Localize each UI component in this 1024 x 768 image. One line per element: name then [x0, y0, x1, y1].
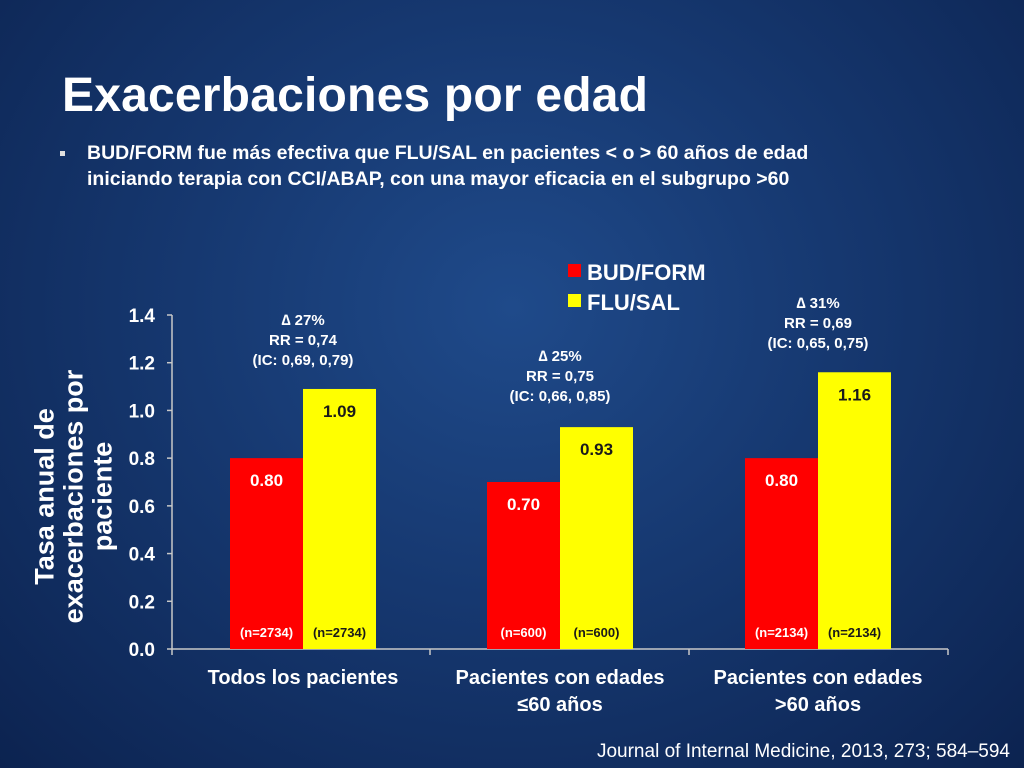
legend-label: FLU/SAL	[587, 290, 680, 315]
x-category-label: Pacientes con edades	[456, 667, 665, 689]
y-tick-label: 0.8	[129, 449, 155, 470]
legend-swatch	[568, 264, 581, 277]
annotation-text: RR = 0,74	[269, 332, 338, 349]
y-tick-label: 1.0	[129, 401, 155, 422]
citation: Journal of Internal Medicine, 2013, 273;…	[596, 741, 1010, 762]
annotation-text: (IC: 0,69, 0,79)	[253, 352, 354, 369]
bar-bud-form	[745, 458, 818, 649]
annotation-text: ∆ 31%	[796, 295, 839, 312]
n-label: (n=2134)	[828, 625, 881, 640]
bar-flu-sal	[303, 388, 376, 649]
data-label: 1.09	[323, 402, 356, 421]
bullet-text: BUD/FORM fue más efectiva que FLU/SAL en…	[87, 140, 967, 192]
legend-swatch	[568, 294, 581, 307]
legend-label: BUD/FORM	[587, 260, 706, 285]
y-tick-label: 1.2	[129, 354, 155, 375]
n-label: (n=600)	[574, 625, 620, 640]
annotation-text: ∆ 27%	[281, 312, 324, 329]
annotation-text: RR = 0,75	[526, 368, 594, 385]
bullet-square-icon	[60, 151, 65, 156]
bullet-line-2: iniciando terapia con CCI/ABAP, con una …	[87, 168, 790, 190]
n-label: (n=600)	[501, 625, 547, 640]
n-label: (n=2734)	[313, 625, 366, 640]
data-label: 0.70	[507, 495, 540, 514]
data-label: 0.80	[250, 471, 283, 490]
x-category-label: Pacientes con edades	[714, 667, 923, 689]
y-tick-label: 1.4	[129, 306, 156, 327]
bar-bud-form	[487, 482, 560, 649]
bar-flu-sal	[818, 372, 891, 649]
n-label: (n=2134)	[755, 625, 808, 640]
y-tick-label: 0.2	[129, 592, 155, 613]
bullet-line-1: BUD/FORM fue más efectiva que FLU/SAL en…	[87, 142, 809, 164]
bar-flu-sal	[560, 427, 633, 649]
n-label: (n=2734)	[240, 625, 293, 640]
annotation-text: ∆ 25%	[538, 348, 581, 365]
annotation-text: RR = 0,69	[784, 315, 852, 332]
y-tick-label: 0.4	[129, 545, 156, 566]
x-category-label: >60 años	[775, 694, 861, 716]
data-label: 1.16	[838, 385, 871, 404]
x-category-label: Todos los pacientes	[208, 667, 399, 689]
page-title: Exacerbaciones por edad	[62, 69, 649, 122]
bar-bud-form	[230, 458, 303, 649]
annotation-text: (IC: 0,65, 0,75)	[768, 335, 869, 352]
y-tick-label: 0.0	[129, 640, 155, 661]
annotation-text: (IC: 0,66, 0,85)	[510, 388, 611, 405]
x-category-label: ≤60 años	[517, 694, 602, 716]
y-tick-label: 0.6	[129, 497, 155, 518]
data-label: 0.93	[580, 440, 613, 459]
data-label: 0.80	[765, 471, 798, 490]
